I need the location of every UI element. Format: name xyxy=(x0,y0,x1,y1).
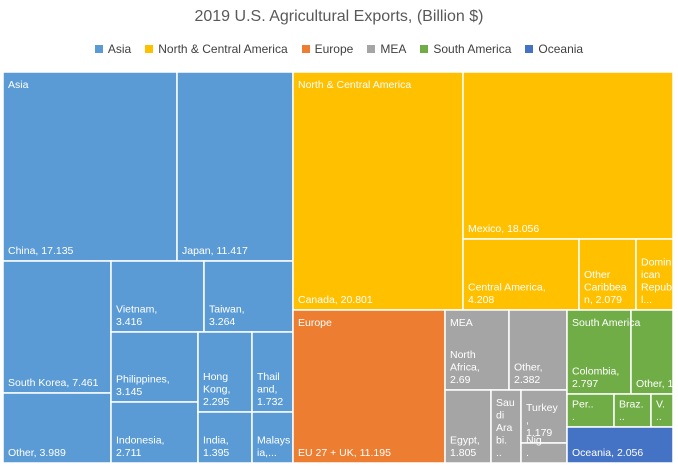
legend-item-mea: MEA xyxy=(367,42,406,56)
group-label-north-central-america: North & Central America xyxy=(298,79,411,91)
tile-label-oceania: Oceania, 2.056 xyxy=(572,447,643,459)
legend-item-oceania: Oceania xyxy=(525,42,583,56)
tile-asia-indonesia xyxy=(110,401,199,464)
tile-label-venezuela: V... xyxy=(656,399,665,424)
tile-south-america-peru xyxy=(566,393,615,428)
legend-label: Oceania xyxy=(538,42,584,56)
legend-item-south-america: South America xyxy=(420,42,511,56)
tile-asia-south-korea xyxy=(2,260,112,394)
tile-label-central-america: Central America, 4.208 xyxy=(468,282,546,307)
tile-label-egypt: Egypt, 1.805 xyxy=(450,435,480,460)
tile-asia-india xyxy=(197,411,253,464)
tile-label-dominican-republic: Domin ican Repub l... xyxy=(641,257,672,307)
tile-asia-taiwan xyxy=(203,260,294,333)
legend-item-europe: Europe xyxy=(301,42,354,56)
tile-label-taiwan: Taiwan, 3.264 xyxy=(209,304,245,329)
tile-south-america-colombia xyxy=(566,309,632,395)
tile-north-central-america-central-america xyxy=(462,238,580,311)
tile-label-malaysia: Malays ia,... xyxy=(257,435,290,460)
tile-label-hong-kong: Hong Kong, 2.295 xyxy=(203,371,230,408)
tile-asia-thailand xyxy=(251,331,294,413)
tile-asia-philippines xyxy=(110,331,199,403)
legend-swatch xyxy=(367,45,376,53)
tile-mea-turkey xyxy=(520,389,568,444)
tile-label-indonesia: Indonesia, 2.711 xyxy=(116,435,164,460)
tile-label-colombia: Colombia, 2.797 xyxy=(572,366,619,391)
tile-asia-china xyxy=(2,71,178,262)
tile-label-other: Other, 3.989 xyxy=(8,447,66,459)
tile-label-japan: Japan, 11.417 xyxy=(182,245,248,257)
tile-label-thailand: Thail and, 1.732 xyxy=(257,371,283,408)
tile-mea-egypt xyxy=(444,389,492,464)
tile-north-central-america-other-caribbean xyxy=(578,238,637,311)
legend-swatch xyxy=(420,45,429,53)
tile-label-philippines: Philippines, 3.145 xyxy=(116,374,170,399)
legend-label: Europe xyxy=(314,42,354,56)
legend-swatch xyxy=(301,45,310,53)
tile-label-saudi-arabia: Sau di Ara bi... xyxy=(496,397,515,459)
tile-label-north-africa: North Africa, 2.69 xyxy=(450,349,480,386)
tile-label-other-caribbean: Other Caribbea n, 2.079 xyxy=(584,269,627,306)
tile-label-eu-27-uk: EU 27 + UK, 11.195 xyxy=(298,447,391,459)
tile-north-central-america-canada xyxy=(292,71,464,311)
legend-item-north-central-america: North & Central America xyxy=(145,42,288,56)
tile-label-south-korea: South Korea, 7.461 xyxy=(8,377,99,389)
tile-label-canada: Canada, 20.801 xyxy=(298,294,373,306)
legend: Asia North & Central America Europe MEA Sout… xyxy=(0,42,678,56)
tile-label-nigeria: Nig... xyxy=(526,435,548,460)
group-label-south-america: South America xyxy=(572,317,640,329)
legend-swatch xyxy=(94,45,103,53)
group-label-mea: MEA xyxy=(450,317,473,329)
tile-label-vietnam: Vietnam, 3.416 xyxy=(116,304,157,329)
tile-label-other: Other, 2.382 xyxy=(514,362,543,387)
tile-mea-other xyxy=(508,309,568,391)
group-label-europe: Europe xyxy=(298,317,332,329)
legend-label: Asia xyxy=(107,42,132,56)
tile-north-central-america-mexico xyxy=(462,71,674,240)
group-label-asia: Asia xyxy=(8,79,29,91)
chart-title: 2019 U.S. Agricultural Exports, (Billion… xyxy=(194,8,484,25)
tile-label-other: Other, 1.826 xyxy=(636,378,678,390)
tile-label-turkey: Turkey, 1.179 xyxy=(526,402,558,439)
tile-asia-japan xyxy=(176,71,294,262)
legend-item-asia: Asia xyxy=(94,42,132,56)
tile-label-peru: Per... xyxy=(572,399,594,424)
legend-label: South America xyxy=(433,42,512,56)
tile-label-china: China, 17.135 xyxy=(8,245,74,257)
tile-europe-eu-27-uk xyxy=(292,309,446,464)
legend-swatch xyxy=(145,45,154,53)
tile-label-india: India, 1.395 xyxy=(203,435,229,460)
tile-oceania-oceania xyxy=(566,426,674,464)
legend-label: MEA xyxy=(380,42,407,56)
tile-label-mexico: Mexico, 18.056 xyxy=(468,223,539,235)
legend-label: North & Central America xyxy=(158,42,288,56)
tile-asia-other xyxy=(2,392,112,464)
tile-label-brazil: Braz... xyxy=(619,399,644,424)
legend-swatch xyxy=(525,45,534,53)
